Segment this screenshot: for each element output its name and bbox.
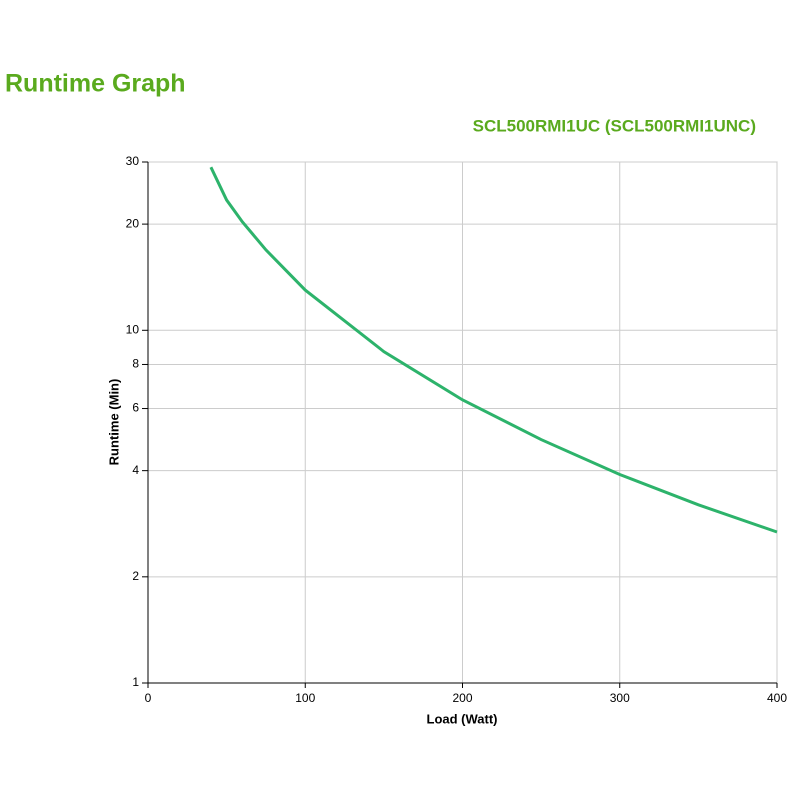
y-axis-label: Runtime (Min) bbox=[106, 379, 121, 466]
x-tick-label: 0 bbox=[145, 691, 152, 705]
y-tick-label: 20 bbox=[126, 216, 140, 230]
y-tick-label: 10 bbox=[126, 322, 140, 336]
x-tick-label: 100 bbox=[295, 691, 315, 705]
chart-title: Runtime Graph bbox=[5, 70, 186, 98]
x-tick-label: 400 bbox=[767, 691, 787, 705]
x-tick-label: 300 bbox=[610, 691, 630, 705]
chart-subtitle: SCL500RMI1UC (SCL500RMI1UNC) bbox=[473, 116, 756, 135]
y-tick-label: 30 bbox=[126, 154, 140, 168]
y-tick-label: 2 bbox=[132, 569, 139, 583]
y-tick-label: 6 bbox=[132, 401, 139, 415]
x-axis-label: Load (Watt) bbox=[427, 711, 498, 726]
x-tick-label: 200 bbox=[452, 691, 472, 705]
y-tick-label: 4 bbox=[132, 463, 139, 477]
y-tick-label: 8 bbox=[132, 357, 139, 371]
runtime-line bbox=[209, 166, 778, 534]
y-tick-label: 1 bbox=[132, 675, 139, 689]
